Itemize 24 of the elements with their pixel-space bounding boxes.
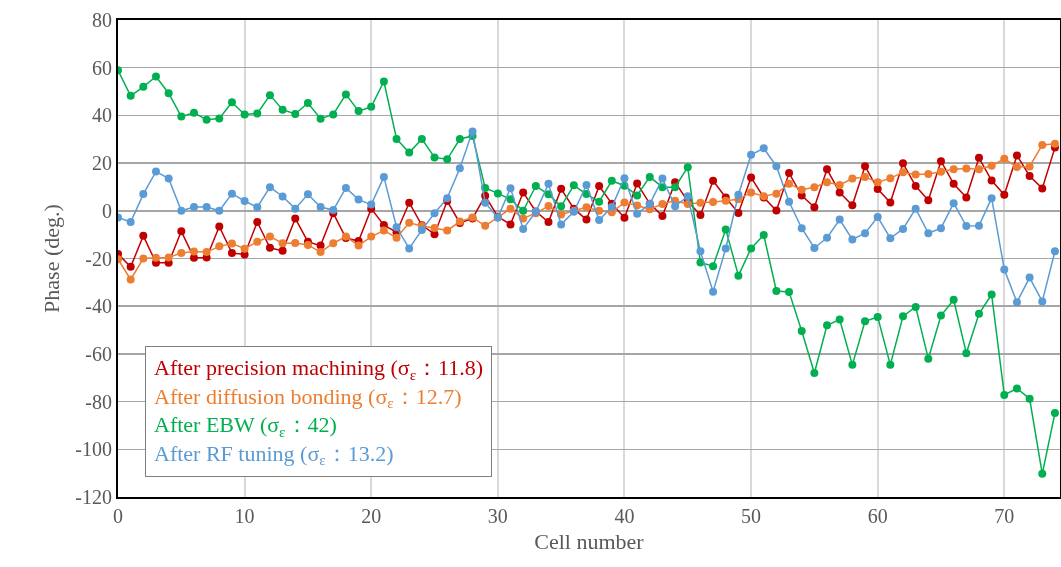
y-tick-label: 80: [92, 9, 112, 31]
x-tick-label: 20: [361, 505, 382, 527]
y-tick-label: -100: [75, 438, 112, 461]
y-tick-label: -80: [85, 390, 112, 413]
x-tick-label: 40: [614, 505, 635, 527]
x-tick-label: 10: [234, 505, 255, 527]
y-tick-label: -40: [85, 295, 112, 318]
y-tick-label: 40: [92, 104, 112, 127]
text: After EBW (σ$_{ε}$：42): [154, 412, 337, 440]
text: After precision machining (σ$_{ε}$：11.8): [154, 355, 484, 383]
y-tick-label: -120: [75, 486, 112, 508]
y-tick-label: 0: [102, 199, 112, 222]
y-tick-label: -20: [85, 247, 112, 270]
x-tick-label: 30: [487, 505, 508, 527]
x-tick-label: 60: [867, 505, 888, 527]
y-axis-title: Phase (deg.): [38, 204, 64, 313]
y-tick-label: 60: [92, 56, 112, 79]
x-tick-label: 50: [741, 505, 762, 527]
text: After RF tuning (σ$_{ε}$：13.2): [154, 440, 394, 469]
x-axis-title: Cell number: [534, 529, 645, 555]
text: After diffusion bonding (σ$_{ε}$：12.7): [154, 383, 462, 412]
y-tick-label: 20: [92, 152, 112, 175]
y-tick-label: -60: [85, 342, 112, 365]
x-tick-label: 70: [994, 505, 1015, 527]
